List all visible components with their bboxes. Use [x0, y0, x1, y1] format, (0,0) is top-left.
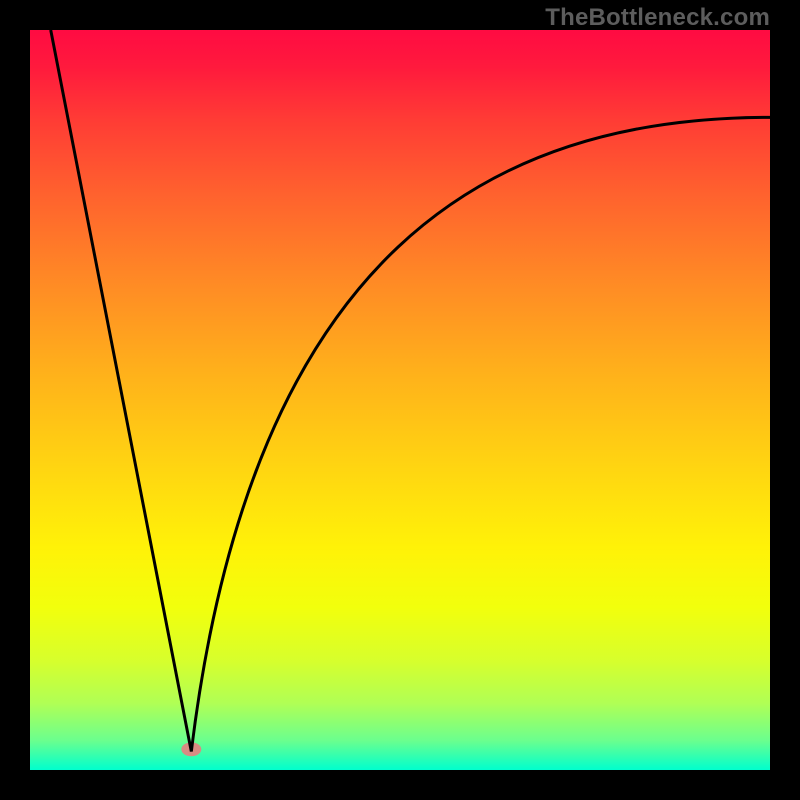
watermark-text: TheBottleneck.com — [545, 4, 770, 32]
chart-container: TheBottleneck.com — [0, 0, 800, 800]
plot-gradient-background — [30, 30, 770, 770]
